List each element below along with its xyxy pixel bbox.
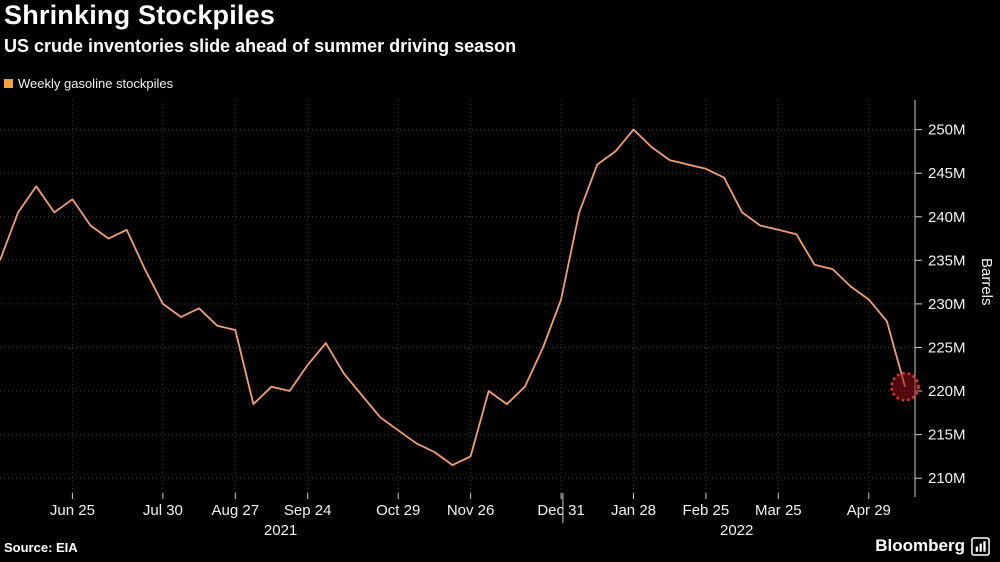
chart-subtitle: US crude inventories slide ahead of summ…	[4, 36, 517, 56]
svg-text:230M: 230M	[928, 296, 966, 313]
svg-text:Aug 27: Aug 27	[212, 502, 260, 519]
svg-text:220M: 220M	[928, 383, 966, 400]
legend-label: Weekly gasoline stockpiles	[18, 76, 174, 91]
svg-text:250M: 250M	[928, 122, 966, 139]
svg-text:2021: 2021	[264, 522, 297, 539]
bloomberg-logo: Bloomberg	[875, 536, 990, 556]
svg-text:Apr 29: Apr 29	[847, 502, 891, 519]
svg-text:240M: 240M	[928, 209, 966, 226]
bloomberg-logo-text: Bloomberg	[875, 536, 965, 555]
legend-swatch-icon	[4, 79, 13, 88]
svg-text:Oct 29: Oct 29	[376, 502, 420, 519]
svg-text:Mar 25: Mar 25	[755, 502, 802, 519]
svg-text:Feb 25: Feb 25	[683, 502, 730, 519]
svg-text:245M: 245M	[928, 165, 966, 182]
svg-text:Jan 28: Jan 28	[611, 502, 656, 519]
source-text: Source: EIA	[4, 540, 78, 555]
line-chart: 250M 245M 240M 235M 230M 225M 220M 215M 210M Jun …	[0, 100, 966, 539]
svg-text:215M: 215M	[928, 427, 966, 444]
bloomberg-chart-icon	[971, 536, 990, 556]
svg-text:Sep 24: Sep 24	[284, 502, 332, 519]
svg-text:Dec 31: Dec 31	[537, 502, 585, 519]
chart-title: Shrinking Stockpiles	[4, 0, 276, 30]
svg-text:Jun 25: Jun 25	[50, 502, 95, 519]
svg-text:235M: 235M	[928, 252, 966, 269]
svg-text:225M: 225M	[928, 340, 966, 357]
svg-text:Jul 30: Jul 30	[143, 502, 183, 519]
legend: Weekly gasoline stockpiles	[4, 76, 173, 91]
svg-text:2022: 2022	[720, 522, 753, 539]
svg-text:Nov 26: Nov 26	[447, 502, 495, 519]
y-axis-title: Barrels	[978, 258, 995, 306]
svg-text:210M: 210M	[928, 470, 966, 487]
